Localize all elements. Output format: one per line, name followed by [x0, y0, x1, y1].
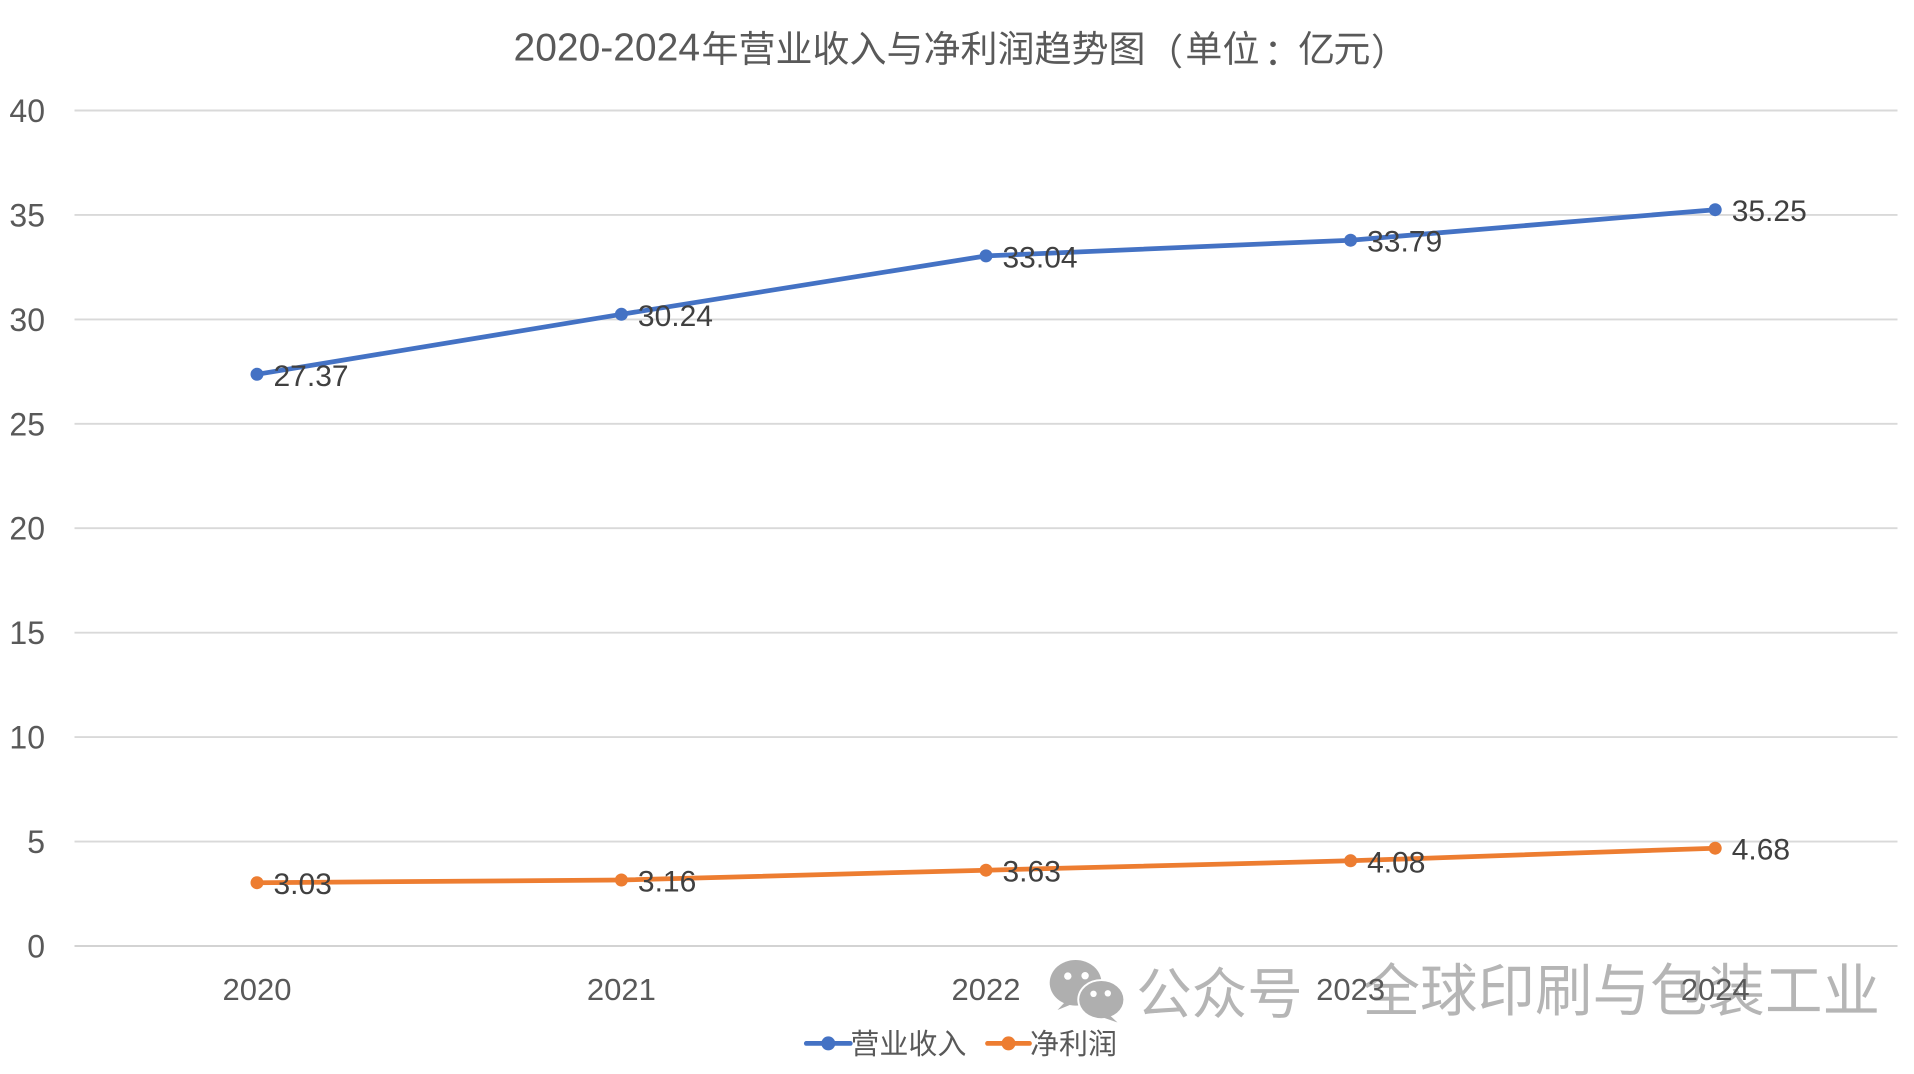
svg-text:25: 25 [9, 406, 45, 442]
svg-text:4.68: 4.68 [1732, 834, 1790, 867]
svg-text:2024: 2024 [1681, 972, 1750, 1007]
svg-text:4.08: 4.08 [1367, 846, 1425, 879]
svg-text:15: 15 [9, 615, 45, 651]
svg-text:33.04: 33.04 [1003, 241, 1078, 274]
svg-text:0: 0 [27, 929, 45, 965]
svg-text:40: 40 [9, 93, 45, 129]
svg-text:3.03: 3.03 [274, 868, 332, 901]
svg-text:35.25: 35.25 [1732, 195, 1807, 228]
svg-text:3.63: 3.63 [1003, 856, 1061, 889]
svg-text:5: 5 [27, 824, 45, 860]
svg-text:2020: 2020 [223, 972, 292, 1007]
svg-text:27.37: 27.37 [274, 360, 349, 393]
svg-text:10: 10 [9, 720, 45, 756]
svg-text:3.16: 3.16 [638, 866, 696, 899]
svg-text:30.24: 30.24 [638, 300, 713, 333]
svg-text:30: 30 [9, 302, 45, 338]
svg-text:33.79: 33.79 [1367, 226, 1442, 259]
svg-text:2020-2024: 2020-2024 [514, 27, 701, 70]
svg-text:35: 35 [9, 197, 45, 233]
svg-text:2021: 2021 [587, 972, 656, 1007]
svg-text:2023: 2023 [1316, 972, 1385, 1007]
svg-text:20: 20 [9, 511, 45, 547]
svg-text:2022: 2022 [952, 972, 1021, 1007]
